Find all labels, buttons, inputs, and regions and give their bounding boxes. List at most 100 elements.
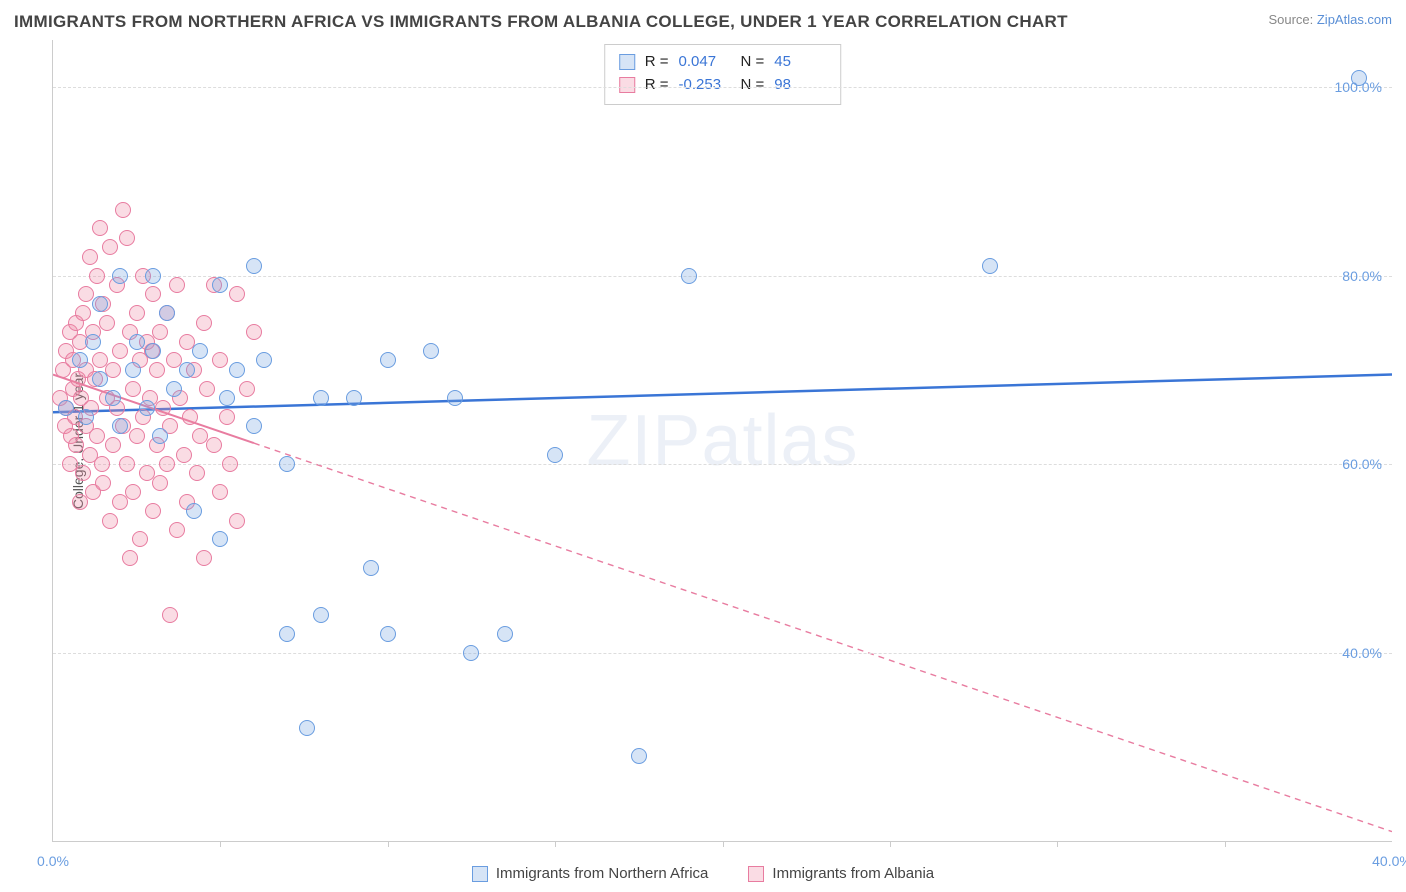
- stat-n-value: 98: [774, 74, 826, 97]
- scatter-point: [125, 362, 141, 378]
- stat-r-label: R =: [645, 74, 669, 97]
- scatter-point: [129, 305, 145, 321]
- scatter-point: [149, 362, 165, 378]
- scatter-point: [229, 286, 245, 302]
- x-tick: [220, 841, 221, 847]
- scatter-point: [380, 352, 396, 368]
- scatter-point: [85, 334, 101, 350]
- gridline: [53, 464, 1392, 465]
- scatter-point: [222, 456, 238, 472]
- scatter-point: [279, 456, 295, 472]
- scatter-point: [125, 381, 141, 397]
- stat-r-value: -0.253: [679, 74, 731, 97]
- scatter-point: [1351, 70, 1367, 86]
- scatter-point: [112, 268, 128, 284]
- watermark-bold: ZIP: [586, 401, 701, 481]
- scatter-point: [212, 484, 228, 500]
- scatter-point: [246, 324, 262, 340]
- scatter-point: [105, 437, 121, 453]
- scatter-point: [179, 362, 195, 378]
- scatter-point: [192, 343, 208, 359]
- stat-r-value: 0.047: [679, 51, 731, 74]
- chart-header: IMMIGRANTS FROM NORTHERN AFRICA VS IMMIG…: [14, 12, 1392, 32]
- stats-row-series-a: R = 0.047 N = 45: [619, 51, 827, 74]
- scatter-point: [239, 381, 255, 397]
- scatter-point: [89, 428, 105, 444]
- scatter-point: [132, 531, 148, 547]
- scatter-point: [145, 343, 161, 359]
- scatter-point: [112, 418, 128, 434]
- scatter-point: [982, 258, 998, 274]
- source-link[interactable]: ZipAtlas.com: [1317, 12, 1392, 27]
- y-tick-label: 40.0%: [1342, 645, 1382, 661]
- scatter-point: [219, 409, 235, 425]
- scatter-point: [162, 607, 178, 623]
- scatter-point: [196, 315, 212, 331]
- x-tick: [723, 841, 724, 847]
- x-tick: [388, 841, 389, 847]
- scatter-point: [129, 428, 145, 444]
- scatter-point: [105, 362, 121, 378]
- scatter-point: [145, 503, 161, 519]
- scatter-point: [186, 503, 202, 519]
- scatter-point: [145, 268, 161, 284]
- y-tick-label: 60.0%: [1342, 456, 1382, 472]
- trend-line-dashed: [254, 443, 1392, 831]
- stats-row-series-b: R = -0.253 N = 98: [619, 74, 827, 97]
- scatter-point: [99, 315, 115, 331]
- stat-r-label: R =: [645, 51, 669, 74]
- y-tick-label: 80.0%: [1342, 268, 1382, 284]
- chart-title: IMMIGRANTS FROM NORTHERN AFRICA VS IMMIG…: [14, 12, 1068, 32]
- x-tick: [1225, 841, 1226, 847]
- scatter-point: [105, 390, 121, 406]
- scatter-point: [159, 456, 175, 472]
- swatch-series-b: [748, 866, 764, 882]
- source-prefix: Source:: [1268, 12, 1316, 27]
- scatter-point: [92, 371, 108, 387]
- scatter-point: [58, 400, 74, 416]
- scatter-point: [212, 352, 228, 368]
- scatter-point: [152, 428, 168, 444]
- bottom-legend: Immigrants from Northern Africa Immigran…: [0, 865, 1406, 882]
- scatter-point: [229, 513, 245, 529]
- scatter-point: [155, 400, 171, 416]
- scatter-point: [102, 239, 118, 255]
- x-tick: [890, 841, 891, 847]
- scatter-point: [82, 249, 98, 265]
- scatter-point: [75, 465, 91, 481]
- x-tick: [555, 841, 556, 847]
- scatter-point: [206, 437, 222, 453]
- scatter-point: [497, 626, 513, 642]
- scatter-point: [313, 390, 329, 406]
- scatter-point: [631, 748, 647, 764]
- scatter-point: [299, 720, 315, 736]
- gridline: [53, 276, 1392, 277]
- scatter-point: [78, 409, 94, 425]
- watermark-thin: atlas: [701, 401, 858, 481]
- scatter-point: [152, 475, 168, 491]
- swatch-series-a: [619, 54, 635, 70]
- scatter-point: [212, 531, 228, 547]
- plot-area: ZIPatlas R = 0.047 N = 45 R = -0.253 N =…: [52, 40, 1392, 842]
- scatter-point: [125, 484, 141, 500]
- scatter-point: [279, 626, 295, 642]
- scatter-point: [363, 560, 379, 576]
- scatter-point: [169, 522, 185, 538]
- scatter-point: [681, 268, 697, 284]
- swatch-series-b: [619, 77, 635, 93]
- scatter-point: [169, 277, 185, 293]
- scatter-point: [129, 334, 145, 350]
- scatter-point: [95, 475, 111, 491]
- stats-box: R = 0.047 N = 45 R = -0.253 N = 98: [604, 44, 842, 105]
- scatter-point: [75, 305, 91, 321]
- scatter-point: [102, 513, 118, 529]
- legend-item-series-b: Immigrants from Albania: [748, 865, 934, 882]
- scatter-point: [176, 447, 192, 463]
- gridline: [53, 653, 1392, 654]
- scatter-point: [219, 390, 235, 406]
- scatter-point: [72, 352, 88, 368]
- scatter-point: [159, 305, 175, 321]
- scatter-point: [447, 390, 463, 406]
- scatter-point: [166, 381, 182, 397]
- scatter-point: [92, 220, 108, 236]
